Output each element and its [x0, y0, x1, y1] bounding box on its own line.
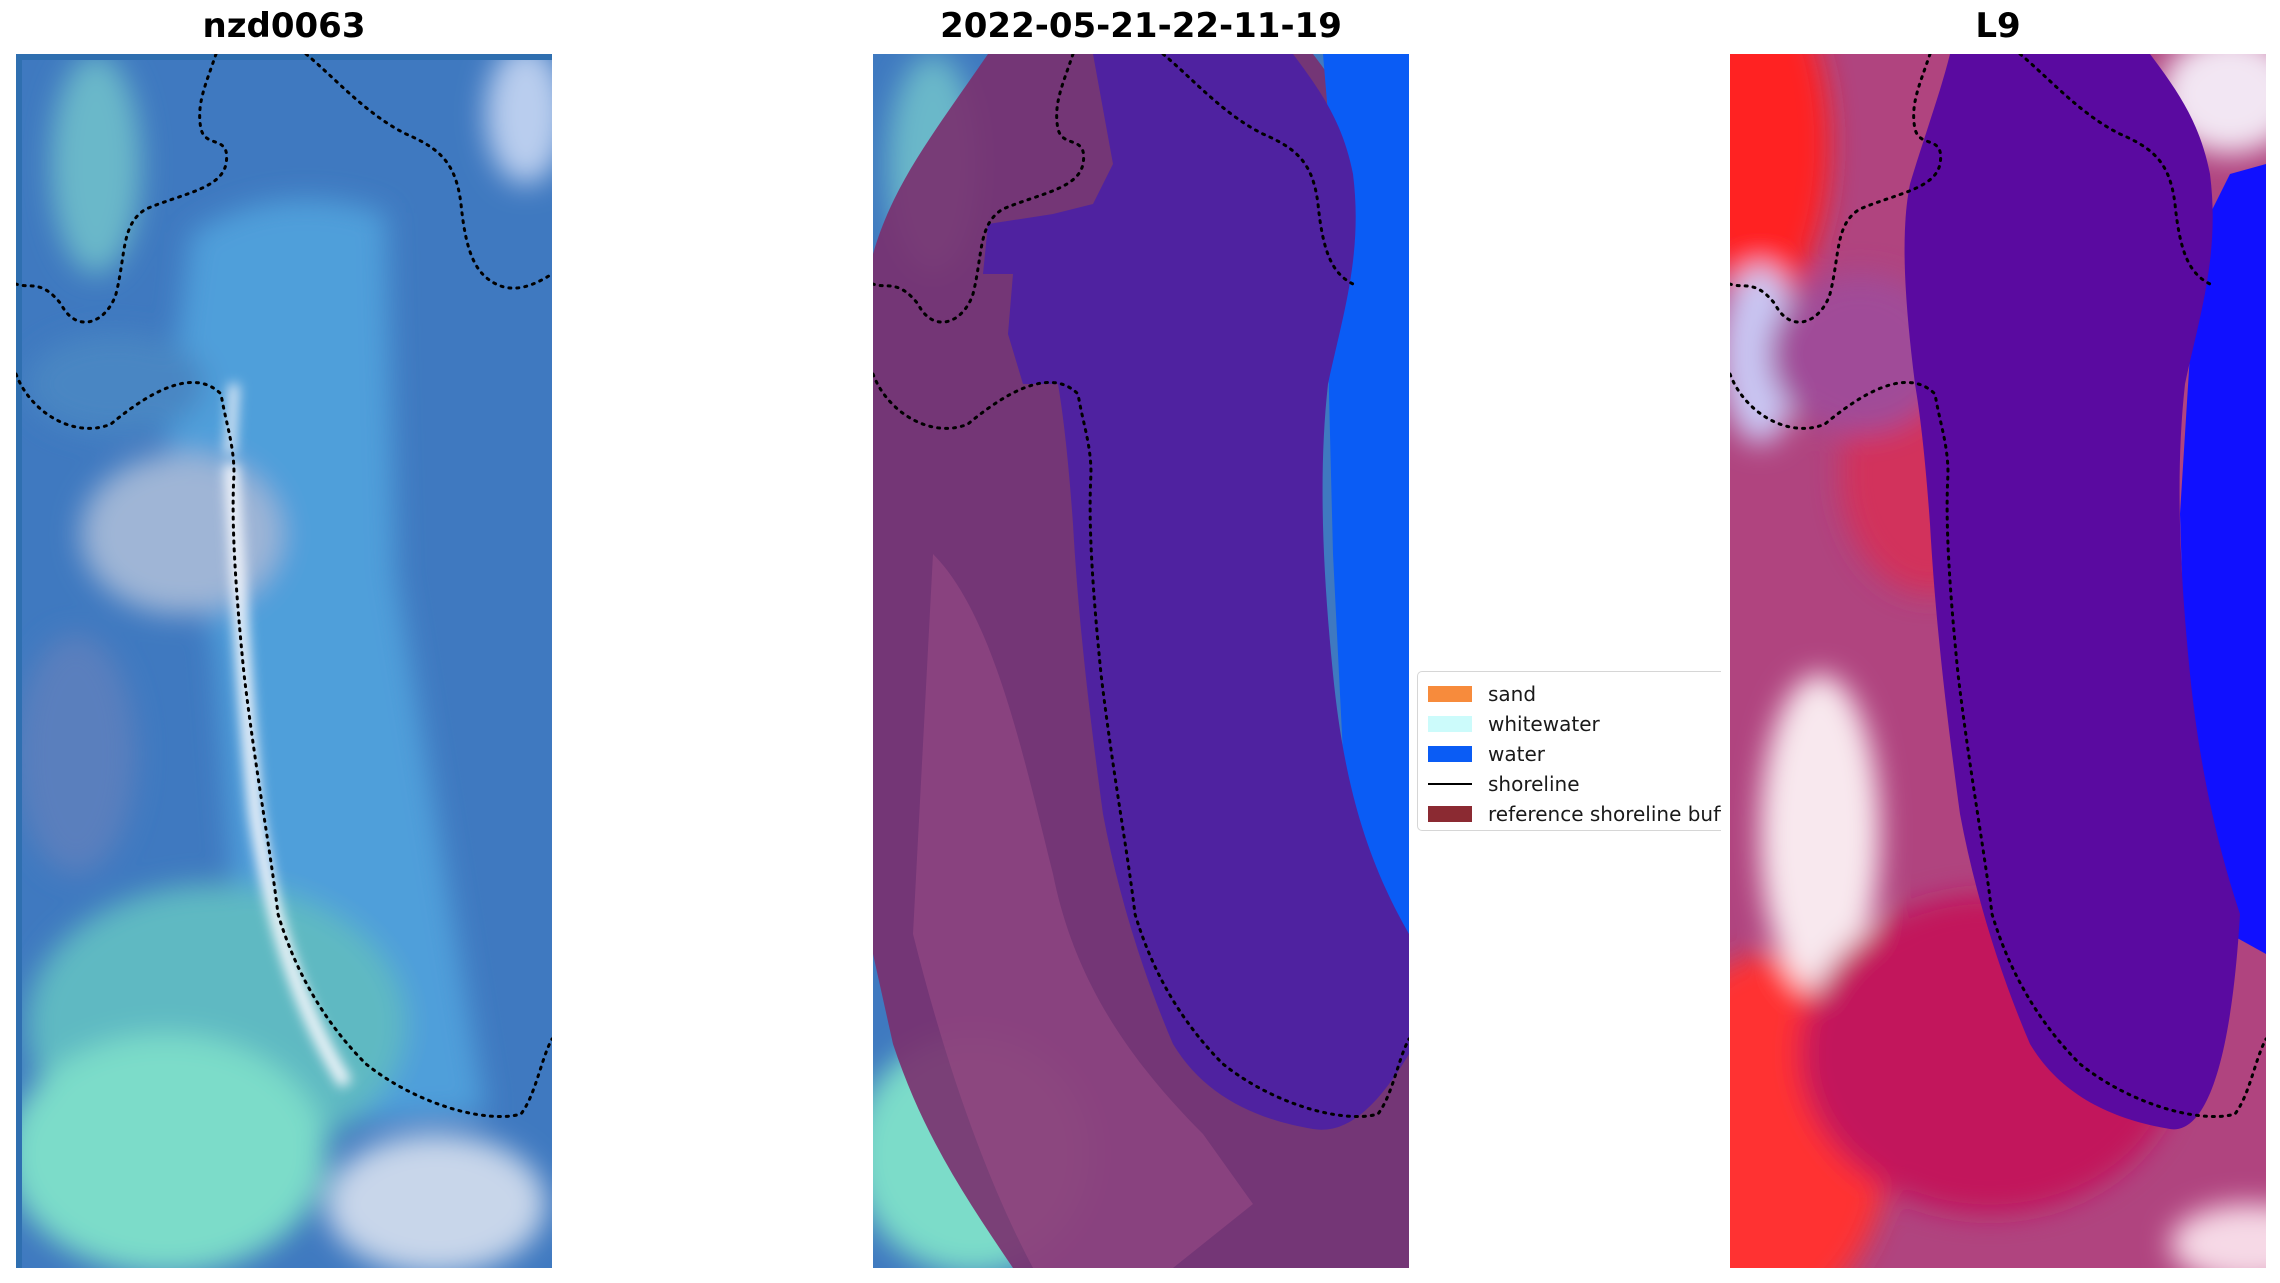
legend-item-sand: sand [1428, 681, 1536, 707]
whitewater-swatch-icon [1428, 716, 1472, 732]
panel-title-classification: 2022-05-21-22-11-19 [940, 6, 1342, 46]
classification-legend: sand whitewater water shoreline referenc… [1417, 671, 1721, 831]
panel-title-rgb: nzd0063 [202, 6, 366, 46]
legend-item-reference-buffer: reference shoreline buffer [1428, 801, 1721, 827]
reference-buffer-swatch-icon [1428, 806, 1472, 822]
index-image [1730, 54, 2266, 1268]
sand-swatch-icon [1428, 686, 1472, 702]
legend-item-water: water [1428, 741, 1545, 767]
shoreline-line-icon [1428, 782, 1472, 786]
legend-item-whitewater: whitewater [1428, 711, 1600, 737]
legend-item-shoreline: shoreline [1428, 771, 1580, 797]
rgb-satellite-image [16, 54, 552, 1268]
rgb-image-panel [16, 54, 552, 1268]
water-swatch-icon [1428, 746, 1472, 762]
legend-label-water: water [1488, 742, 1545, 766]
legend-label-sand: sand [1488, 682, 1537, 706]
index-image-panel [1730, 54, 2266, 1268]
legend-label-whitewater: whitewater [1488, 712, 1600, 736]
classification-panel [873, 54, 1409, 1268]
classification-image [873, 54, 1409, 1268]
panel-title-index: L9 [1975, 6, 2021, 46]
legend-label-reference-buffer: reference shoreline buffer [1488, 802, 1721, 826]
legend-label-shoreline: shoreline [1488, 772, 1580, 796]
